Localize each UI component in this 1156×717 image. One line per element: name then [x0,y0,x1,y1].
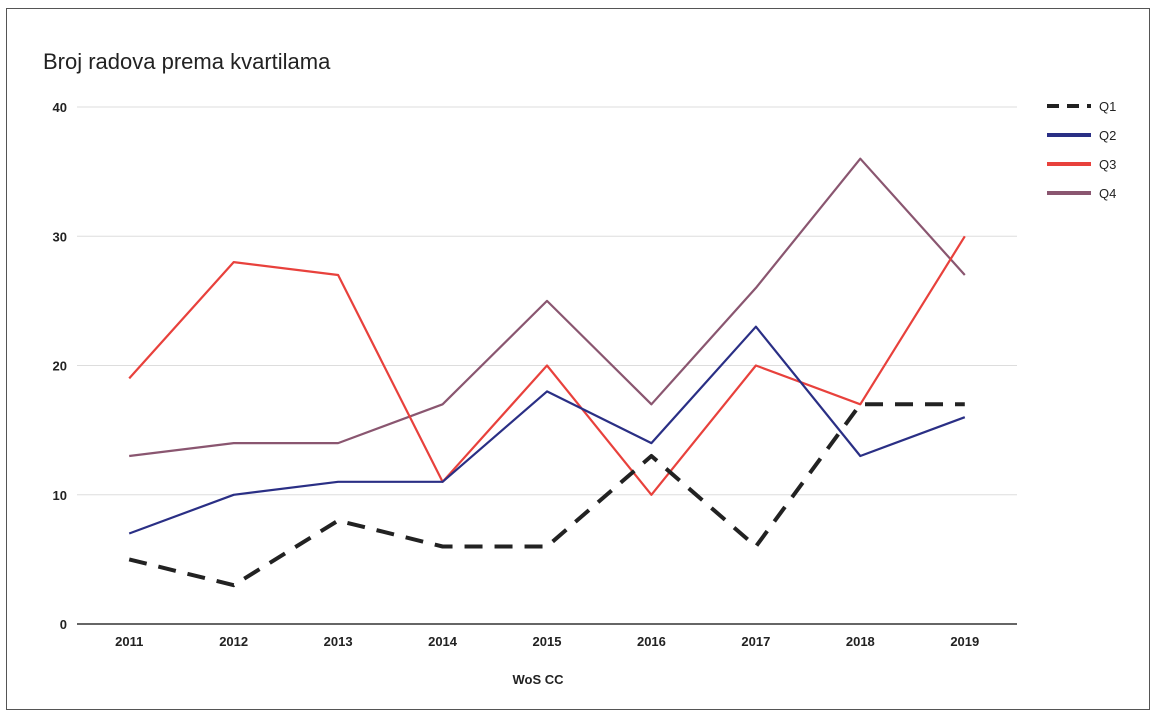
x-tick-label: 2012 [219,634,248,649]
legend-label-q2: Q2 [1099,128,1116,143]
legend-label-q1: Q1 [1099,99,1116,114]
y-axis-ticks: 0 10 20 30 40 [53,100,67,632]
x-tick-label: 2013 [324,634,353,649]
x-axis-title: WoS CC [512,672,564,687]
x-tick-label: 2016 [637,634,666,649]
series-line-q2 [128,325,966,535]
x-tick-label: 2014 [428,634,458,649]
y-tick-label: 30 [53,229,67,244]
legend-label-q3: Q3 [1099,157,1116,172]
legend-label-q4: Q4 [1099,186,1116,201]
y-tick-label: 20 [53,359,67,374]
legend: Q1 Q2 Q3 Q4 [1047,99,1116,201]
chart-title: Broj radova prema kvartilama [43,49,331,74]
y-tick-label: 0 [60,617,67,632]
x-tick-label: 2018 [846,634,875,649]
x-tick-label: 2015 [533,634,562,649]
x-tick-label: 2011 [115,634,143,649]
y-tick-label: 40 [53,100,67,115]
series-line-q4 [129,157,966,458]
y-tick-label: 10 [53,488,67,503]
x-tick-label: 2017 [741,634,770,649]
line-chart: Broj radova prema kvartilama 0 10 20 30 40 2… [43,49,1116,687]
series-lines [128,157,966,588]
x-tick-label: 2019 [950,634,979,649]
chart-frame: Broj radova prema kvartilama 0 10 20 30 40 2… [6,8,1150,710]
x-axis-ticks: 2011 2012 2013 2014 2015 2016 2017 2018 2019 [115,634,979,649]
grid-lines [77,106,1017,496]
